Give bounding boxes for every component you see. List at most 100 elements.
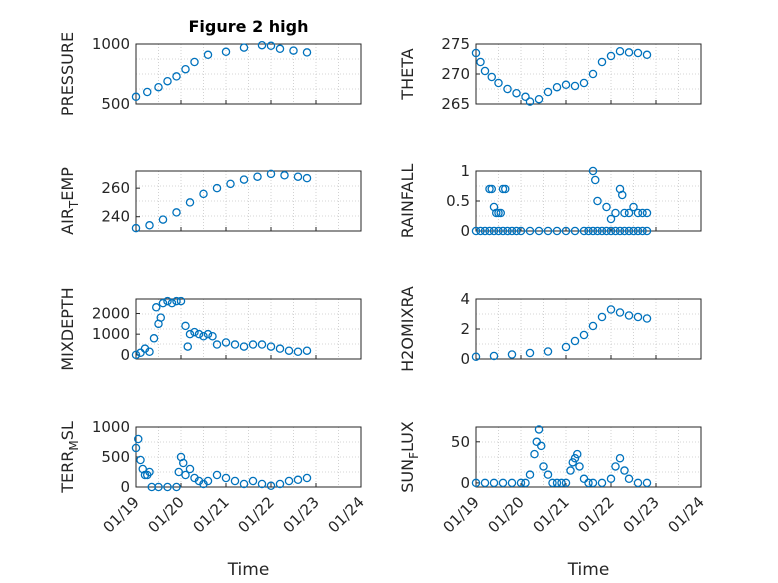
data-point <box>275 44 285 54</box>
data-point <box>633 226 643 236</box>
data-point <box>190 57 199 67</box>
data-point <box>151 303 161 312</box>
subplot-1: 500 1000 PRESSURE Figure 2 high <box>58 17 362 116</box>
data-point <box>172 72 181 81</box>
data-point <box>221 47 231 57</box>
data-point <box>190 327 199 337</box>
data-point <box>537 441 546 451</box>
data-point <box>302 48 312 57</box>
data-point <box>633 208 643 218</box>
y-tick-label: 4 <box>460 290 470 308</box>
y-axis-label: RAINFALL <box>398 164 417 239</box>
data-point <box>142 87 152 97</box>
data-point <box>552 82 562 92</box>
data-point <box>293 475 303 485</box>
data-point <box>230 340 240 349</box>
data-point <box>239 342 249 351</box>
data-point <box>208 331 217 341</box>
data-point <box>266 169 276 179</box>
subplot-2: 265 270 275 THETA <box>398 35 702 113</box>
data-point <box>606 474 616 484</box>
data-point <box>480 226 490 236</box>
y-tick-label: 260 <box>101 179 130 197</box>
data-point <box>203 476 213 486</box>
data-point <box>566 466 575 475</box>
subplot-4: 0 0.5 1 RAINFALL <box>398 162 702 240</box>
data-point <box>480 478 490 488</box>
data-point <box>588 226 598 236</box>
data-point <box>471 478 481 488</box>
data-point <box>131 443 141 453</box>
data-point <box>167 298 177 308</box>
y-tick-label: 0.5 <box>446 192 470 210</box>
data-point <box>570 81 580 91</box>
data-point <box>163 482 172 492</box>
data-point <box>593 196 602 206</box>
data-point <box>570 336 580 346</box>
y-tick-label: 50 <box>451 433 470 451</box>
data-point <box>638 208 647 218</box>
data-point <box>548 478 557 488</box>
data-point <box>203 329 213 339</box>
data-point <box>266 342 276 351</box>
y-tick-label: 0 <box>460 474 470 492</box>
subplot-5: 0 1000 2000 MIXDEPTH <box>58 287 362 371</box>
y-tick-label: 0 <box>120 478 130 496</box>
data-point <box>275 344 285 353</box>
data-point <box>302 346 312 355</box>
y-tick-label: 2 <box>460 320 470 338</box>
data-point <box>507 350 517 359</box>
y-tick-label: 0 <box>120 346 130 364</box>
data-point <box>642 478 652 488</box>
y-tick-label: 1 <box>460 162 470 180</box>
data-point <box>521 478 530 488</box>
data-point <box>221 473 231 483</box>
data-point <box>239 175 249 184</box>
data-point <box>185 464 195 474</box>
data-point <box>293 172 303 181</box>
data-point <box>642 50 652 60</box>
data-point <box>615 308 625 317</box>
data-point <box>624 311 634 320</box>
y-tick-label: 275 <box>441 35 470 53</box>
data-point <box>579 78 589 88</box>
axes-box <box>135 170 362 232</box>
data-point <box>203 50 213 60</box>
data-point <box>266 481 276 491</box>
data-point <box>573 449 582 459</box>
data-point <box>284 346 294 355</box>
data-point <box>489 202 499 212</box>
data-point <box>302 173 312 183</box>
data-point <box>629 202 638 212</box>
data-point <box>145 347 154 357</box>
data-point <box>588 478 598 488</box>
y-tick-label: 1000 <box>92 35 130 53</box>
data-point <box>199 331 208 341</box>
data-point <box>239 43 249 52</box>
data-point <box>618 190 627 200</box>
data-point <box>503 226 512 236</box>
data-point <box>606 305 616 314</box>
data-point <box>500 184 510 194</box>
data-point <box>266 41 276 51</box>
data-point <box>158 298 168 308</box>
data-point <box>602 202 611 212</box>
data-point <box>149 334 159 343</box>
data-point <box>642 208 652 218</box>
data-point <box>253 172 262 181</box>
data-point <box>480 66 490 76</box>
data-point <box>487 184 496 194</box>
data-point <box>620 226 629 236</box>
data-point <box>512 226 521 236</box>
data-point <box>543 347 553 356</box>
data-point <box>606 226 616 236</box>
data-point <box>489 226 499 236</box>
data-point <box>624 48 634 57</box>
data-point <box>485 226 494 236</box>
data-point <box>568 458 578 467</box>
data-point <box>498 226 508 236</box>
data-point <box>552 478 562 488</box>
data-point <box>136 455 145 465</box>
